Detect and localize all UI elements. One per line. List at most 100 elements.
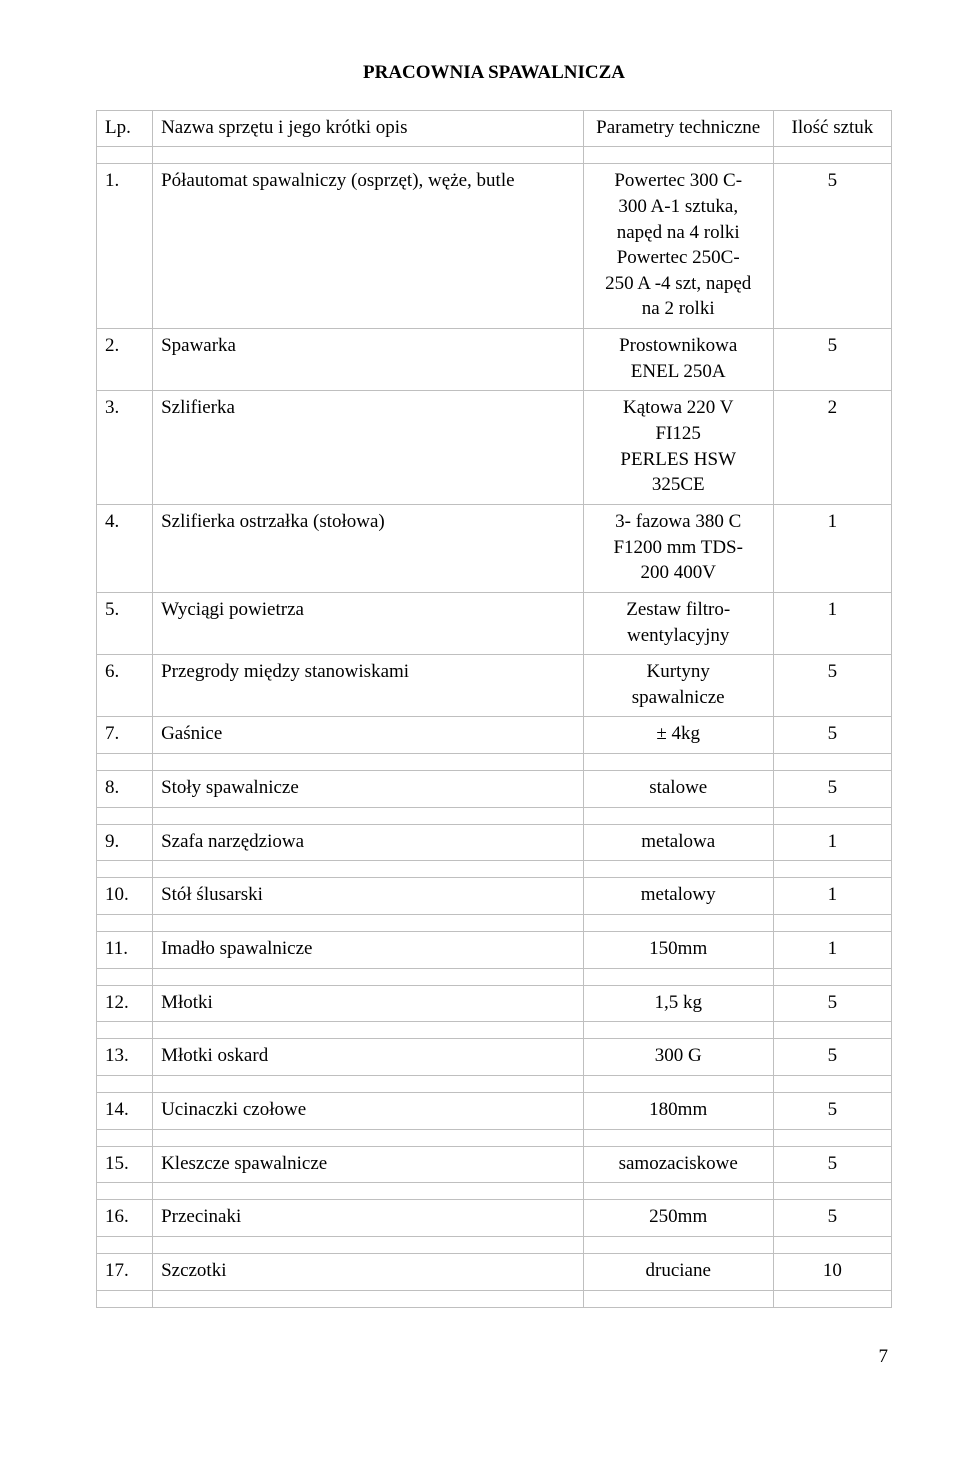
cell-qty: 1 — [773, 878, 891, 915]
cell-qty: 5 — [773, 1092, 891, 1129]
cell-qty: 1 — [773, 932, 891, 969]
table-row: 13.Młotki oskard300 G5 — [97, 1039, 892, 1076]
cell-qty: 5 — [773, 1200, 891, 1237]
cell-qty: 5 — [773, 717, 891, 754]
cell-params: Zestaw filtro-wentylacyjny — [583, 592, 773, 654]
cell-qty: 1 — [773, 824, 891, 861]
table-row: 9.Szafa narzędziowametalowa1 — [97, 824, 892, 861]
cell-lp: 8. — [97, 771, 153, 808]
cell-lp: 11. — [97, 932, 153, 969]
cell-params: metalowa — [583, 824, 773, 861]
col-header-qty: Ilość sztuk — [773, 110, 891, 147]
table-header-row: Lp. Nazwa sprzętu i jego krótki opis Par… — [97, 110, 892, 147]
cell-qty: 2 — [773, 391, 891, 505]
cell-qty: 5 — [773, 655, 891, 717]
table-row: 11.Imadło spawalnicze150mm1 — [97, 932, 892, 969]
cell-params: samozaciskowe — [583, 1146, 773, 1183]
table-row: 1.Półautomat spawalniczy (osprzęt), węże… — [97, 164, 892, 329]
spacer-row — [97, 807, 892, 824]
cell-name: Stół ślusarski — [153, 878, 584, 915]
table-row: 8.Stoły spawalniczestalowe5 — [97, 771, 892, 808]
cell-lp: 14. — [97, 1092, 153, 1129]
cell-qty: 5 — [773, 1146, 891, 1183]
cell-qty: 10 — [773, 1253, 891, 1290]
cell-name: Ucinaczki czołowe — [153, 1092, 584, 1129]
spacer-row — [97, 1075, 892, 1092]
table-row: 5.Wyciągi powietrzaZestaw filtro-wentyla… — [97, 592, 892, 654]
cell-lp: 13. — [97, 1039, 153, 1076]
cell-params: 250mm — [583, 1200, 773, 1237]
cell-lp: 6. — [97, 655, 153, 717]
col-header-params: Parametry techniczne — [583, 110, 773, 147]
cell-name: Spawarka — [153, 329, 584, 391]
cell-params: 180mm — [583, 1092, 773, 1129]
cell-params: druciane — [583, 1253, 773, 1290]
cell-params: 1,5 kg — [583, 985, 773, 1022]
cell-name: Przegrody między stanowiskami — [153, 655, 584, 717]
spacer-row — [97, 861, 892, 878]
cell-lp: 12. — [97, 985, 153, 1022]
spacer-row — [97, 1290, 892, 1307]
cell-lp: 2. — [97, 329, 153, 391]
cell-lp: 15. — [97, 1146, 153, 1183]
table-row: 12.Młotki1,5 kg5 — [97, 985, 892, 1022]
cell-name: Szlifierka — [153, 391, 584, 505]
cell-params: 300 G — [583, 1039, 773, 1076]
cell-name: Gaśnice — [153, 717, 584, 754]
cell-qty: 1 — [773, 504, 891, 592]
cell-lp: 9. — [97, 824, 153, 861]
spacer-row — [97, 1183, 892, 1200]
cell-name: Stoły spawalnicze — [153, 771, 584, 808]
cell-name: Kleszcze spawalnicze — [153, 1146, 584, 1183]
page-number: 7 — [96, 1344, 892, 1370]
cell-params: 3- fazowa 380 CF1200 mm TDS-200 400V — [583, 504, 773, 592]
spacer-row — [97, 1236, 892, 1253]
spacer-row — [97, 147, 892, 164]
cell-qty: 5 — [773, 1039, 891, 1076]
page-title: PRACOWNIA SPAWALNICZA — [96, 60, 892, 86]
table-row: 16.Przecinaki250mm5 — [97, 1200, 892, 1237]
table-row: 14.Ucinaczki czołowe180mm5 — [97, 1092, 892, 1129]
cell-qty: 1 — [773, 592, 891, 654]
cell-name: Młotki — [153, 985, 584, 1022]
table-row: 3.SzlifierkaKątowa 220 VFI125PERLES HSW3… — [97, 391, 892, 505]
table-row: 6.Przegrody między stanowiskamiKurtynysp… — [97, 655, 892, 717]
cell-name: Szczotki — [153, 1253, 584, 1290]
cell-params: ProstownikowaENEL 250A — [583, 329, 773, 391]
cell-params: Kurtynyspawalnicze — [583, 655, 773, 717]
table-row: 4.Szlifierka ostrzałka (stołowa)3- fazow… — [97, 504, 892, 592]
table-row: 7.Gaśnice± 4kg5 — [97, 717, 892, 754]
cell-lp: 7. — [97, 717, 153, 754]
spacer-row — [97, 915, 892, 932]
cell-name: Przecinaki — [153, 1200, 584, 1237]
cell-name: Młotki oskard — [153, 1039, 584, 1076]
cell-qty: 5 — [773, 771, 891, 808]
spacer-row — [97, 1129, 892, 1146]
cell-name: Szafa narzędziowa — [153, 824, 584, 861]
spacer-row — [97, 968, 892, 985]
cell-params: Powertec 300 C-300 A-1 sztuka,napęd na 4… — [583, 164, 773, 329]
spacer-row — [97, 754, 892, 771]
cell-params: Kątowa 220 VFI125PERLES HSW325CE — [583, 391, 773, 505]
cell-qty: 5 — [773, 985, 891, 1022]
cell-name: Wyciągi powietrza — [153, 592, 584, 654]
cell-lp: 16. — [97, 1200, 153, 1237]
cell-name: Imadło spawalnicze — [153, 932, 584, 969]
cell-name: Szlifierka ostrzałka (stołowa) — [153, 504, 584, 592]
cell-params: ± 4kg — [583, 717, 773, 754]
cell-lp: 17. — [97, 1253, 153, 1290]
cell-params: stalowe — [583, 771, 773, 808]
cell-params: 150mm — [583, 932, 773, 969]
table-row: 2.SpawarkaProstownikowaENEL 250A5 — [97, 329, 892, 391]
equipment-table: Lp. Nazwa sprzętu i jego krótki opis Par… — [96, 110, 892, 1308]
table-row: 15.Kleszcze spawalniczesamozaciskowe5 — [97, 1146, 892, 1183]
cell-lp: 5. — [97, 592, 153, 654]
cell-lp: 10. — [97, 878, 153, 915]
col-header-lp: Lp. — [97, 110, 153, 147]
table-row: 10.Stół ślusarskimetalowy1 — [97, 878, 892, 915]
table-row: 17.Szczotkidruciane10 — [97, 1253, 892, 1290]
cell-name: Półautomat spawalniczy (osprzęt), węże, … — [153, 164, 584, 329]
cell-lp: 1. — [97, 164, 153, 329]
spacer-row — [97, 1022, 892, 1039]
cell-params: metalowy — [583, 878, 773, 915]
